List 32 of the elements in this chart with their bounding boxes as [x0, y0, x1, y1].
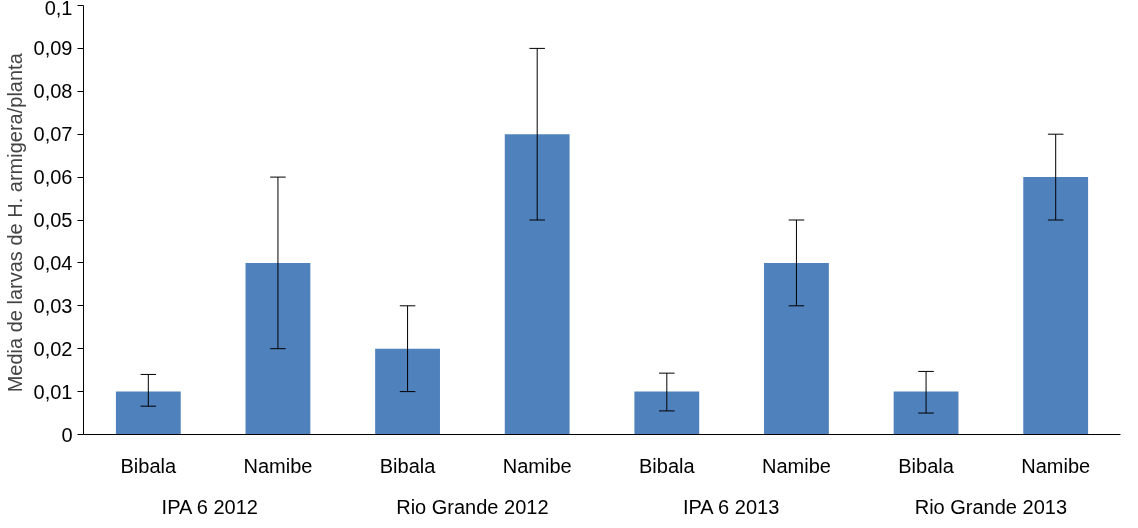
bar: [893, 391, 959, 435]
text: Rio Grande 2012: [396, 495, 549, 518]
y-tick-label: 0,02: [33, 337, 73, 360]
text: IPA 6 2013: [682, 495, 780, 518]
x-tick-label: Bibala: [639, 454, 696, 477]
x-tick-label: Namibe: [502, 454, 572, 477]
bar: [375, 348, 440, 435]
bar: [634, 391, 700, 435]
bar: [245, 262, 311, 435]
x-tick-label: Namibe: [1021, 454, 1091, 477]
y-tick-label: 0,06: [33, 166, 73, 189]
y-tick-label: 0,04: [33, 251, 73, 274]
x-tick-label: Namibe: [243, 454, 313, 477]
bar: [504, 134, 570, 435]
y-tick-label: 0,09: [33, 37, 73, 60]
x-tick-label: Bibala: [379, 454, 437, 477]
text: IPA 6 2012: [161, 495, 258, 518]
x-tick-label: Bibala: [120, 454, 177, 477]
y-tick-label: 0,01: [33, 380, 73, 403]
x-tick-label: Bibala: [898, 454, 955, 477]
y-axis-title: Media de larvas de H. armigera/planta: [3, 52, 26, 393]
x-tick-label: Namibe: [761, 454, 831, 477]
y-tick-label: 0,07: [33, 123, 73, 146]
bar: [764, 262, 829, 435]
y-tick-label: 0,05: [33, 209, 73, 231]
y-tick-label: 0: [61, 423, 73, 446]
y-tick-label: 0,03: [33, 294, 73, 317]
bar: [1023, 177, 1089, 435]
text: Rio Grande 2013: [914, 495, 1068, 518]
y-tick-label: 0,08: [33, 80, 73, 103]
y-tick-label: 0,1: [44, 0, 73, 19]
bar: [115, 391, 181, 435]
